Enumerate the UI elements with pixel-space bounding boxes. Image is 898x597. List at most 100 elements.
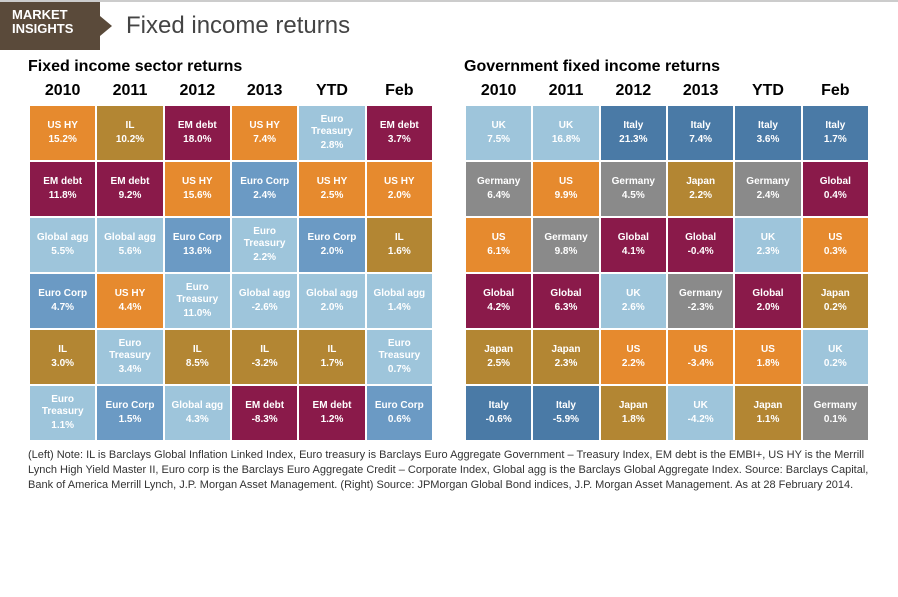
cell-label: IL bbox=[32, 344, 93, 356]
cell-value: 2.8% bbox=[301, 140, 362, 152]
cell-value: 13.6% bbox=[167, 246, 228, 258]
content-area: Fixed income sector returns2010201120122… bbox=[0, 50, 898, 442]
cell-value: 1.8% bbox=[603, 414, 664, 426]
cell-value: -4.2% bbox=[670, 414, 731, 426]
cell-label: Germany bbox=[535, 232, 596, 244]
return-cell: Global6.3% bbox=[533, 274, 598, 328]
cell-label: UK bbox=[805, 344, 866, 356]
cell-label: US HY bbox=[32, 120, 93, 132]
block-title: Fixed income sector returns bbox=[28, 58, 434, 76]
column-header: 2010 bbox=[466, 80, 531, 104]
cell-label: Global agg bbox=[301, 288, 362, 300]
column-header: 2010 bbox=[30, 80, 95, 104]
table-row: Euro Treasury1.1%Euro Corp1.5%Global agg… bbox=[30, 386, 432, 440]
cell-label: UK bbox=[603, 288, 664, 300]
return-cell: Italy-0.6% bbox=[466, 386, 531, 440]
cell-label: EM debt bbox=[32, 176, 93, 188]
return-cell: Italy 7.4% bbox=[668, 106, 733, 160]
column-header: 2013 bbox=[232, 80, 297, 104]
cell-label: UK bbox=[535, 120, 596, 132]
cell-value: 4.5% bbox=[603, 190, 664, 202]
return-cell: Euro Corp1.5% bbox=[97, 386, 162, 440]
table-row: US HY15.2%IL10.2%EM debt18.0%US HY7.4%Eu… bbox=[30, 106, 432, 160]
return-cell: Italy 3.6% bbox=[735, 106, 800, 160]
sector-returns-block: Fixed income sector returns2010201120122… bbox=[28, 58, 434, 442]
column-header: Feb bbox=[803, 80, 868, 104]
cell-label: Global bbox=[805, 176, 866, 188]
cell-label: Euro Treasury bbox=[32, 394, 93, 418]
cell-value: 3.6% bbox=[737, 134, 798, 146]
cell-value: 9.8% bbox=[535, 246, 596, 258]
cell-label: EM debt bbox=[369, 120, 430, 132]
return-cell: Global agg4.3% bbox=[165, 386, 230, 440]
cell-label: Global agg bbox=[369, 288, 430, 300]
return-cell: Global agg5.5% bbox=[30, 218, 95, 272]
cell-value: 15.6% bbox=[167, 190, 228, 202]
cell-label: Italy bbox=[737, 120, 798, 132]
table-row: Japan2.5%Japan2.3%US2.2%US-3.4%US1.8%UK0… bbox=[466, 330, 868, 384]
return-cell: Japan 2.3% bbox=[533, 330, 598, 384]
badge-line1: MARKET bbox=[12, 7, 68, 22]
return-cell: US6.1% bbox=[466, 218, 531, 272]
cell-label: Italy bbox=[603, 120, 664, 132]
cell-value: 0.2% bbox=[805, 358, 866, 370]
cell-value: 2.0% bbox=[737, 302, 798, 314]
column-header: 2012 bbox=[601, 80, 666, 104]
cell-label: Italy bbox=[670, 120, 731, 132]
cell-value: 16.8% bbox=[535, 134, 596, 146]
cell-label: EM debt bbox=[167, 120, 228, 132]
cell-label: US bbox=[603, 344, 664, 356]
cell-label: Germany bbox=[603, 176, 664, 188]
cell-value: 1.7% bbox=[805, 134, 866, 146]
cell-label: Japan bbox=[603, 400, 664, 412]
return-cell: EM debt11.8% bbox=[30, 162, 95, 216]
return-cell: UK -4.2% bbox=[668, 386, 733, 440]
return-cell: US HY7.4% bbox=[232, 106, 297, 160]
cell-value: 2.0% bbox=[369, 190, 430, 202]
return-cell: US HY15.2% bbox=[30, 106, 95, 160]
cell-label: US HY bbox=[167, 176, 228, 188]
return-cell: Japan0.2% bbox=[803, 274, 868, 328]
return-cell: EM debt18.0% bbox=[165, 106, 230, 160]
cell-value: 1.5% bbox=[99, 414, 160, 426]
cell-value: -2.6% bbox=[234, 302, 295, 314]
cell-value: 7.4% bbox=[234, 134, 295, 146]
cell-label: EM debt bbox=[99, 176, 160, 188]
cell-label: Euro Corp bbox=[369, 400, 430, 412]
return-cell: Germany 9.8% bbox=[533, 218, 598, 272]
cell-value: 2.3% bbox=[535, 358, 596, 370]
cell-label: Japan bbox=[535, 344, 596, 356]
return-cell: IL1.7% bbox=[299, 330, 364, 384]
cell-label: Germany bbox=[805, 400, 866, 412]
return-cell: Germany 4.5% bbox=[601, 162, 666, 216]
cell-value: 2.4% bbox=[234, 190, 295, 202]
cell-value: 1.7% bbox=[301, 358, 362, 370]
page-title: Fixed income returns bbox=[100, 12, 350, 40]
return-cell: UK2.3% bbox=[735, 218, 800, 272]
cell-value: 5.5% bbox=[32, 246, 93, 258]
return-cell: Global agg1.4% bbox=[367, 274, 432, 328]
column-header: 2013 bbox=[668, 80, 733, 104]
return-cell: Euro Treasury3.4% bbox=[97, 330, 162, 384]
cell-label: Global bbox=[737, 288, 798, 300]
cell-label: IL bbox=[99, 120, 160, 132]
cell-label: IL bbox=[234, 344, 295, 356]
cell-label: US HY bbox=[99, 288, 160, 300]
cell-label: Euro Corp bbox=[234, 176, 295, 188]
cell-value: -0.6% bbox=[468, 414, 529, 426]
return-cell: Global0.4% bbox=[803, 162, 868, 216]
table-row: IL3.0%Euro Treasury3.4%IL8.5%IL-3.2%IL1.… bbox=[30, 330, 432, 384]
returns-grid: 2010201120122013YTDFebUS HY15.2%IL10.2%E… bbox=[28, 78, 434, 442]
cell-value: 6.3% bbox=[535, 302, 596, 314]
cell-value: 1.1% bbox=[32, 420, 93, 432]
cell-value: 7.4% bbox=[670, 134, 731, 146]
cell-value: 4.7% bbox=[32, 302, 93, 314]
table-row: Germany6.4%US9.9%Germany4.5%Japan2.2%Ger… bbox=[466, 162, 868, 216]
return-cell: Euro Corp 2.4% bbox=[232, 162, 297, 216]
badge-line2: INSIGHTS bbox=[12, 21, 73, 36]
return-cell: Germany-2.3% bbox=[668, 274, 733, 328]
return-cell: Euro Treasury2.8% bbox=[299, 106, 364, 160]
cell-label: Euro Treasury bbox=[167, 282, 228, 306]
cell-label: UK bbox=[670, 400, 731, 412]
cell-value: 2.0% bbox=[301, 302, 362, 314]
